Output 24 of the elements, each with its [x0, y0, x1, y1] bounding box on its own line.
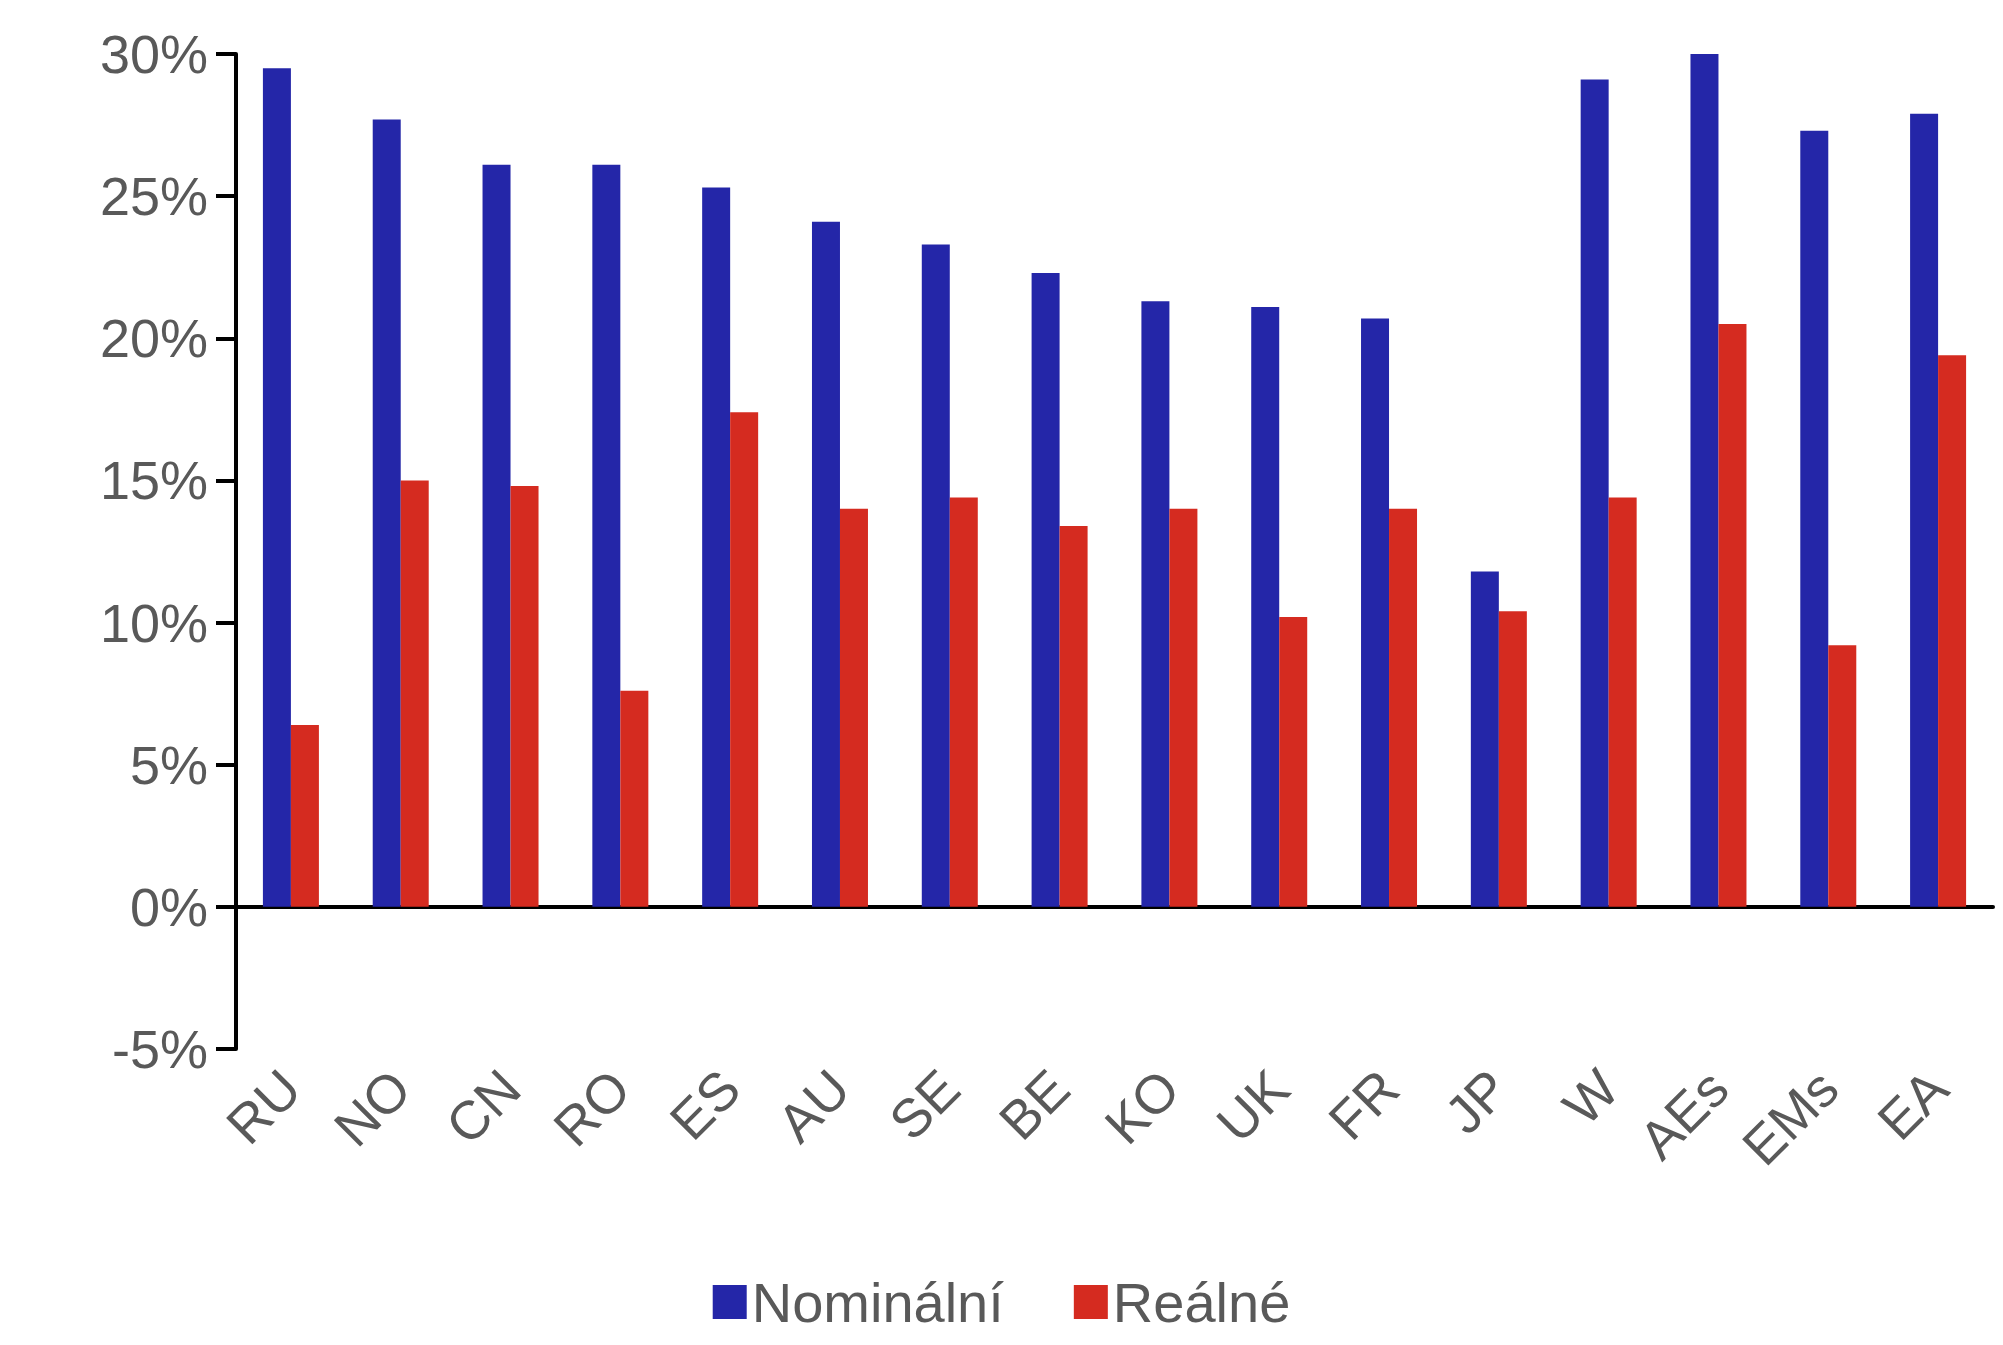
y-tick-label: 5%: [129, 734, 208, 795]
x-tick-label: BE: [987, 1057, 1081, 1152]
y-tick-label: 20%: [99, 308, 208, 369]
x-tick-label: JP: [1433, 1057, 1521, 1145]
y-tick-label: 0%: [129, 876, 208, 937]
x-tick-label: W: [1551, 1057, 1630, 1137]
x-tick-label: RO: [541, 1057, 642, 1158]
x-tick-label: AU: [765, 1057, 862, 1154]
x-tick-label: NO: [322, 1057, 422, 1158]
legend-label: Reálné: [1112, 1270, 1291, 1334]
y-tick-label: -5%: [111, 1019, 208, 1079]
x-tick-label: KO: [1093, 1057, 1191, 1156]
y-tick-label: 30%: [99, 24, 208, 84]
x-tick-label: UK: [1204, 1057, 1301, 1154]
x-tick-label: ES: [658, 1057, 752, 1152]
y-tick-label: 10%: [99, 592, 208, 653]
y-tick-label: 25%: [99, 166, 208, 227]
x-tick-label: SE: [877, 1057, 971, 1152]
x-tick-label: RU: [214, 1057, 313, 1156]
x-tick-label: CN: [434, 1057, 532, 1156]
legend-label: Nominální: [751, 1270, 1005, 1334]
x-tick-label: FR: [1316, 1057, 1411, 1152]
y-tick-label: 15%: [99, 450, 208, 511]
x-tick-label: EA: [1865, 1057, 1960, 1152]
